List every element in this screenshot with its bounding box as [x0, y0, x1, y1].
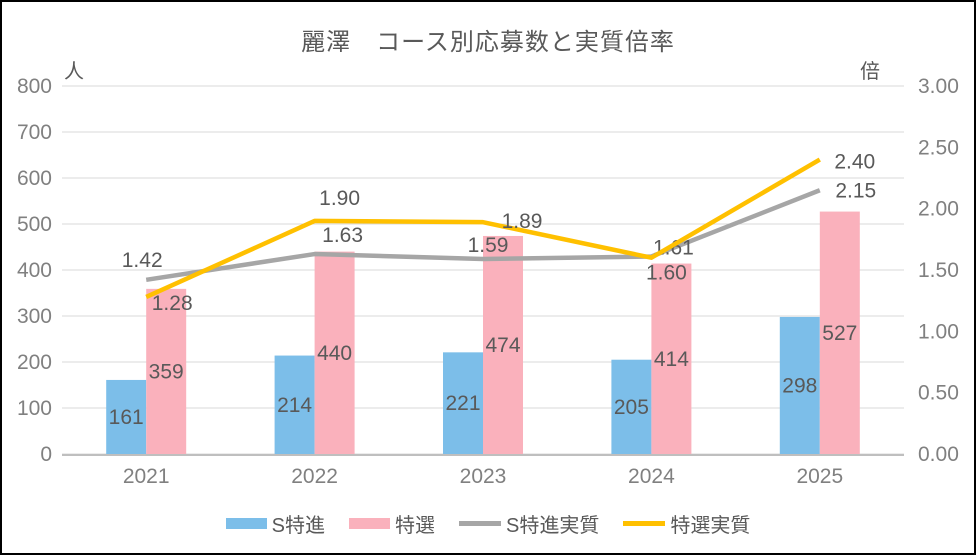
- right-axis-unit-label: 倍: [860, 61, 880, 83]
- x-axis-label-2024: 2024: [628, 465, 675, 488]
- left-axis-tick: 600: [17, 167, 52, 190]
- legend-swatch-tokusen-ratio: [623, 521, 666, 526]
- x-axis-label-2021: 2021: [123, 465, 170, 488]
- bar-特選-2021: [146, 288, 187, 454]
- left-axis-tick: 100: [17, 397, 52, 420]
- bar-S特進-2024: [611, 359, 652, 454]
- bar-label-S特進-2022: 214: [277, 394, 312, 417]
- legend-swatch-s-tokushin-ratio: [459, 521, 501, 526]
- right-axis-tick: 2.50: [918, 136, 959, 159]
- right-axis-tick: 1.00: [918, 320, 959, 343]
- bar-label-S特進-2023: 221: [445, 392, 480, 415]
- legend-item-s-tokushin-ratio[interactable]: S特進実質: [459, 509, 599, 538]
- bar-label-S特進-2024: 205: [614, 396, 649, 419]
- legend-label-tokusen-ratio: 特選実質: [670, 515, 751, 537]
- bar-特選-2023: [483, 235, 523, 454]
- line-label-S特進実質-2021: 1.42: [122, 249, 163, 272]
- bar-特選-2025: [819, 211, 860, 454]
- line-label-特選実質-2023: 1.89: [502, 210, 543, 233]
- left-axis-tick: 200: [17, 351, 52, 374]
- left-axis-tick: 400: [17, 259, 52, 282]
- left-axis-tick: 500: [17, 213, 52, 236]
- left-axis-tick: 300: [17, 305, 52, 328]
- chart-title: 麗澤 コース別応募数と実質倍率: [301, 29, 675, 56]
- left-axis-unit-label: 人: [64, 61, 84, 83]
- chart-legend: S特進 特選 S特進実質 特選実質: [2, 509, 974, 538]
- bar-S特進-2023: [443, 352, 483, 454]
- x-axis-label-2022: 2022: [291, 465, 338, 488]
- right-axis-tick: 0.50: [918, 382, 959, 405]
- x-axis-label-2025: 2025: [796, 465, 843, 488]
- bar-S特進-2022: [274, 355, 315, 454]
- x-axis-label-2023: 2023: [460, 465, 507, 488]
- legend-label-s-tokushin-ratio: S特進実質: [506, 515, 600, 537]
- line-label-特選実質-2021: 1.28: [152, 292, 193, 315]
- right-axis-tick: 0.00: [918, 443, 959, 466]
- right-axis-tick: 2.00: [918, 198, 959, 221]
- legend-item-s-tokushin[interactable]: S特進: [225, 509, 325, 538]
- left-axis-tick: 700: [17, 121, 52, 144]
- bar-label-特選-2022: 440: [317, 342, 352, 365]
- line-label-S特進実質-2024: 1.61: [653, 237, 694, 260]
- legend-label-tokusen: 特選: [395, 515, 435, 537]
- legend-swatch-tokusen: [349, 518, 390, 529]
- bar-label-特選-2024: 414: [654, 348, 689, 371]
- line-label-特選実質-2024: 1.60: [646, 262, 687, 285]
- line-特選実質: [145, 157, 821, 300]
- bar-S特進-2025: [779, 316, 820, 454]
- line-label-S特進実質-2022: 1.63: [322, 224, 363, 247]
- bar-特選-2022: [314, 251, 355, 454]
- line-label-特選実質-2025: 2.40: [834, 151, 875, 174]
- legend-label-s-tokushin: S特進: [271, 515, 325, 537]
- bar-label-S特進-2021: 161: [109, 406, 144, 429]
- line-label-S特進実質-2025: 2.15: [835, 179, 876, 202]
- line-label-特選実質-2022: 1.90: [319, 187, 360, 210]
- left-axis-tick: 0: [40, 443, 52, 466]
- legend-swatch-s-tokushin: [225, 518, 267, 529]
- legend-item-tokusen[interactable]: 特選: [349, 509, 435, 538]
- bar-label-特選-2023: 474: [485, 334, 520, 357]
- legend-item-tokusen-ratio[interactable]: 特選実質: [623, 509, 750, 538]
- right-axis-tick: 1.50: [918, 259, 959, 282]
- line-S特進実質: [145, 188, 821, 283]
- bar-label-特選-2025: 527: [822, 322, 857, 345]
- left-axis-tick: 800: [17, 75, 52, 98]
- bar-label-特選-2021: 359: [149, 360, 184, 383]
- bar-label-S特進-2025: 298: [782, 374, 817, 397]
- line-label-S特進実質-2023: 1.59: [468, 234, 509, 257]
- right-axis-tick: 3.00: [918, 75, 959, 98]
- bar-S特進-2021: [106, 379, 147, 454]
- bar-特選-2024: [651, 263, 692, 454]
